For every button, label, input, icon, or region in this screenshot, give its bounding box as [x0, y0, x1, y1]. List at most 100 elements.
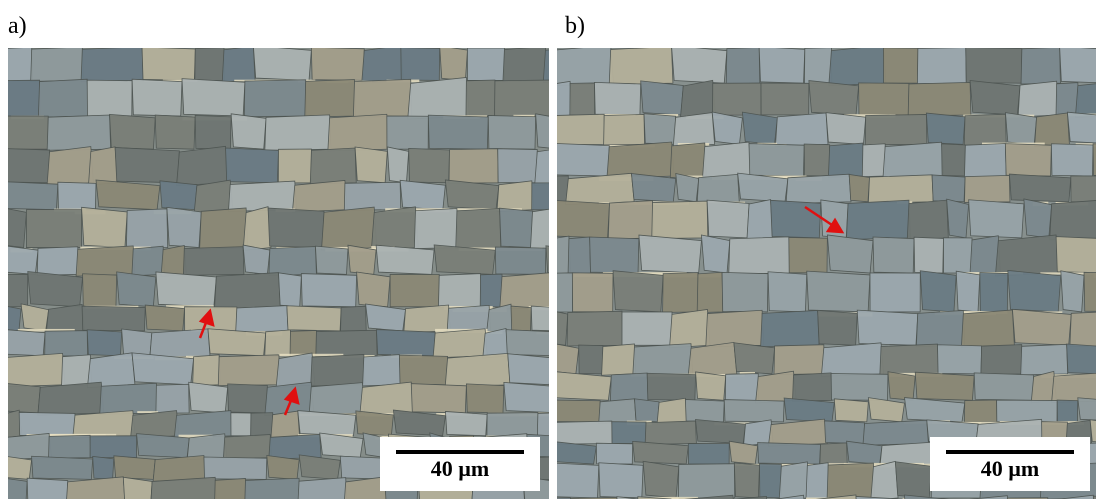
grain [947, 199, 969, 238]
grain [707, 200, 749, 238]
grain [315, 246, 347, 274]
grain [639, 235, 702, 273]
grain [631, 174, 675, 202]
grain [633, 344, 693, 376]
grain [498, 149, 538, 183]
grain [1084, 272, 1096, 312]
grain [88, 147, 117, 185]
grain [360, 382, 414, 415]
grain [411, 384, 466, 413]
grain [964, 175, 1009, 202]
grain [46, 304, 84, 333]
grain [0, 455, 32, 479]
grain [547, 273, 573, 312]
grain [938, 345, 982, 374]
grain [153, 456, 206, 482]
grain [504, 382, 562, 412]
grain [126, 209, 167, 249]
grain [849, 174, 869, 201]
grain [590, 237, 639, 273]
grain [156, 384, 189, 413]
grain [789, 237, 828, 273]
grain [980, 273, 1008, 312]
grain [742, 112, 777, 144]
grain [0, 433, 51, 460]
grain [1005, 113, 1036, 145]
grain [0, 80, 40, 116]
grain [511, 306, 531, 331]
grain [445, 411, 487, 435]
grain [433, 329, 487, 358]
grain [195, 115, 231, 149]
grain [399, 355, 447, 385]
grain [390, 274, 439, 306]
grain [883, 142, 944, 178]
grain [503, 46, 547, 81]
grain [90, 436, 137, 458]
grain [1051, 144, 1093, 176]
grain [531, 306, 556, 331]
grain [117, 272, 156, 307]
grain [821, 343, 883, 376]
grain [408, 77, 470, 119]
grain [434, 245, 495, 275]
grain [341, 306, 367, 331]
grain [759, 47, 805, 84]
grain [633, 441, 689, 464]
grain [204, 457, 267, 479]
grain [292, 180, 347, 212]
grain [943, 238, 972, 273]
grain [47, 115, 111, 150]
grain [1021, 47, 1060, 84]
grain [122, 329, 152, 356]
grain [269, 247, 317, 276]
grain [567, 311, 623, 346]
grain [604, 114, 645, 145]
grain [82, 306, 145, 331]
grain [641, 81, 684, 115]
grain [150, 477, 217, 499]
grain [177, 146, 229, 185]
grain [964, 400, 996, 422]
grain [1056, 83, 1078, 116]
grain [868, 175, 933, 203]
grain [997, 400, 1058, 422]
grain [208, 329, 266, 356]
grain [1078, 398, 1096, 422]
scale-bar-label: 40 µm [981, 456, 1040, 481]
grain [914, 237, 943, 273]
grain [290, 330, 317, 356]
grain [645, 421, 696, 445]
grain [183, 247, 244, 276]
grain [545, 236, 570, 275]
grain [895, 462, 931, 498]
grain [871, 461, 898, 499]
grain [160, 181, 197, 210]
grain [87, 330, 121, 356]
grain [488, 115, 535, 149]
grain [829, 45, 886, 85]
grain [834, 399, 868, 422]
grain [873, 237, 914, 273]
grain [670, 309, 710, 347]
grain [1060, 46, 1096, 83]
grain [82, 207, 128, 247]
grain [726, 47, 760, 84]
page: a) b) 40 µm 40 µm (() => { const data = … [0, 0, 1096, 499]
grain [400, 180, 445, 209]
grain [228, 181, 296, 211]
grain [546, 421, 612, 444]
grain [920, 271, 956, 312]
grain [673, 113, 714, 147]
grain [647, 373, 695, 400]
grain [701, 235, 729, 273]
grain [49, 435, 91, 458]
grain [19, 412, 75, 435]
grain [970, 80, 1020, 114]
grain [309, 383, 364, 415]
grain [401, 48, 440, 81]
grain [729, 237, 790, 274]
grain [115, 148, 179, 183]
grain [916, 310, 964, 346]
grain [827, 235, 873, 273]
